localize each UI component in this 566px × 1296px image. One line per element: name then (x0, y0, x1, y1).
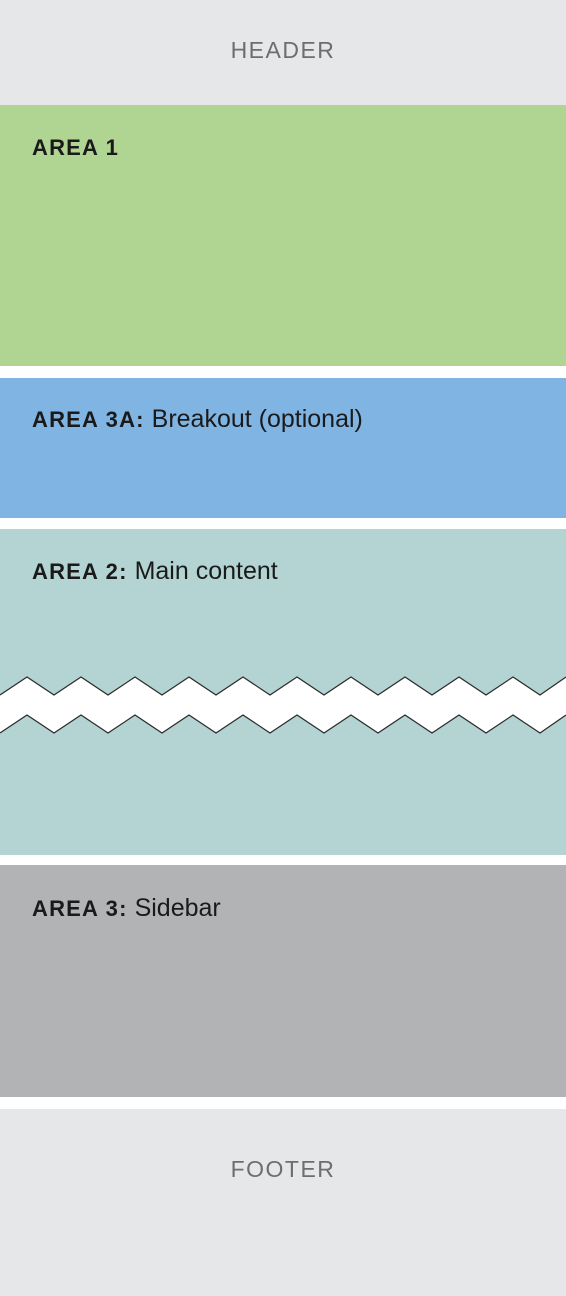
area-3-key: AREA 3: (32, 896, 128, 921)
area-3-region: AREA 3: Sidebar (0, 865, 566, 1097)
area-1-region: AREA 1 (0, 105, 566, 366)
area-2-key: AREA 2: (32, 559, 128, 584)
area-3a-label: AREA 3A: Breakout (optional) (32, 405, 363, 434)
area-3a-key: AREA 3A: (32, 407, 145, 432)
area-3a-desc: Breakout (optional) (151, 405, 363, 433)
content-break-zigzag (0, 676, 566, 734)
area-3-label: AREA 3: Sidebar (32, 894, 221, 923)
zigzag-bottom-edge (0, 714, 566, 734)
area-2-desc: Main content (134, 557, 278, 585)
area-2-region: AREA 2: Main content (0, 529, 566, 855)
header-region: HEADER (0, 0, 566, 105)
area-3-desc: Sidebar (134, 894, 221, 922)
area-1-label: AREA 1 (32, 133, 119, 162)
area-2-label: AREA 2: Main content (32, 557, 278, 586)
footer-label: FOOTER (230, 1156, 336, 1182)
area-3a-region: AREA 3A: Breakout (optional) (0, 378, 566, 518)
header-label: HEADER (230, 37, 336, 63)
footer-region: FOOTER (0, 1109, 566, 1296)
zigzag-top-edge (0, 676, 566, 696)
area-1-key: AREA 1 (32, 135, 120, 160)
